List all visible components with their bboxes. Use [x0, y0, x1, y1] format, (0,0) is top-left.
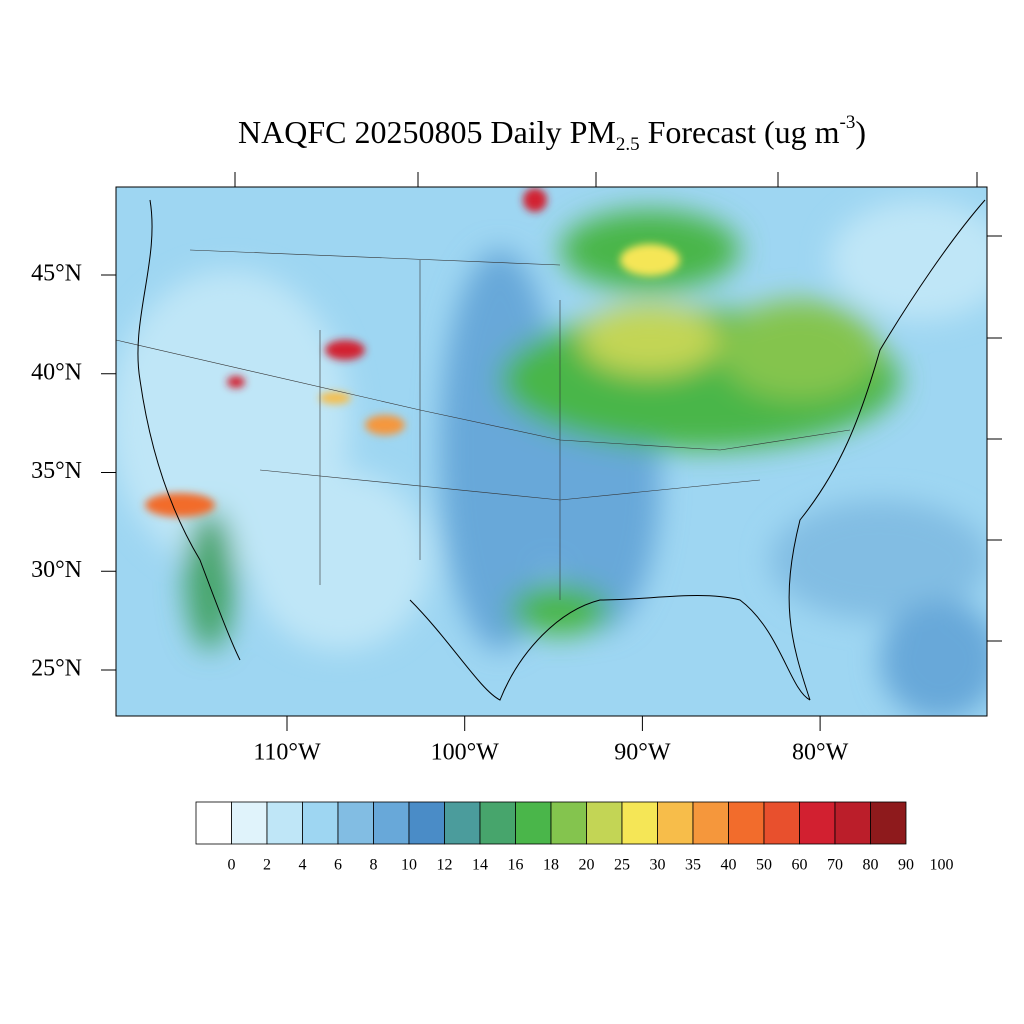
colorbar-box: [799, 801, 836, 845]
lon-label: 100°W: [431, 740, 500, 766]
colorbar-label: 100: [930, 857, 954, 874]
lat-label: 30°N: [31, 557, 82, 583]
lat-label: 25°N: [31, 656, 82, 682]
colorbar-label: 20: [579, 857, 595, 874]
colorbar-box: [834, 801, 871, 845]
map-field: [116, 187, 987, 716]
colorbar-label: 4: [299, 857, 307, 874]
colorbar-box: [408, 801, 445, 845]
colorbar-label: 2: [263, 857, 271, 874]
colorbar-label: 80: [863, 857, 879, 874]
colorbar-label: 18: [543, 857, 559, 874]
colorbar-box: [373, 801, 410, 845]
colorbar-box: [763, 801, 800, 845]
colorbar-box: [692, 801, 729, 845]
colorbar-box: [195, 801, 232, 845]
colorbar-label: 12: [437, 857, 453, 874]
colorbar-box: [621, 801, 658, 845]
colorbar-box: [870, 801, 907, 845]
colorbar-label: 40: [721, 857, 737, 874]
lat-label: 40°N: [31, 359, 82, 385]
colorbar-box: [444, 801, 481, 845]
colorbar-label: 35: [685, 857, 701, 874]
colorbar-box: [266, 801, 303, 845]
lat-label: 35°N: [31, 458, 82, 484]
title: NAQFC 20250805 Daily PM2.5 Forecast (ug …: [238, 112, 866, 155]
colorbar-box: [657, 801, 694, 845]
colorbar-label: 90: [898, 857, 914, 874]
lon-label: 90°W: [614, 740, 671, 766]
colorbar-box: [550, 801, 587, 845]
frame-ticks: [234, 172, 1002, 642]
colorbar-box: [515, 801, 552, 845]
colorbar-box: [231, 801, 268, 845]
colorbar-label: 14: [472, 857, 488, 874]
colorbar-label: 50: [756, 857, 772, 874]
title-sup: -3: [840, 112, 856, 133]
colorbar-box: [337, 801, 374, 845]
colorbar-label: 25: [614, 857, 630, 874]
colorbar-label: 6: [334, 857, 342, 874]
lon-label: 80°W: [792, 740, 849, 766]
lon-label: 110°W: [253, 740, 321, 766]
colorbar-box: [728, 801, 765, 845]
title-main: NAQFC 20250805 Daily PM: [238, 114, 616, 150]
colorbar-label: 16: [508, 857, 524, 874]
title-sub: 2.5: [616, 134, 640, 155]
colorbar-label: 0: [228, 857, 236, 874]
colorbar-label: 30: [650, 857, 666, 874]
map-frame: [115, 186, 988, 717]
title-mid: Forecast (ug m: [640, 114, 840, 150]
colorbar-box: [479, 801, 516, 845]
colorbar-box: [586, 801, 623, 845]
colorbar-label: 8: [370, 857, 378, 874]
colorbar-label: 70: [827, 857, 843, 874]
colorbar-label: 10: [401, 857, 417, 874]
lat-label: 45°N: [31, 261, 82, 287]
colorbar-label: 60: [792, 857, 808, 874]
colorbar-box: [302, 801, 339, 845]
title-end: ): [855, 114, 866, 150]
